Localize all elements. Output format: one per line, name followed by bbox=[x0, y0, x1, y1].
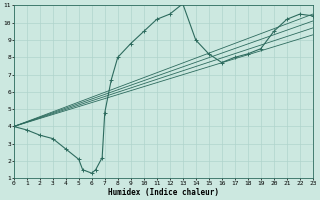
X-axis label: Humidex (Indice chaleur): Humidex (Indice chaleur) bbox=[108, 188, 219, 197]
